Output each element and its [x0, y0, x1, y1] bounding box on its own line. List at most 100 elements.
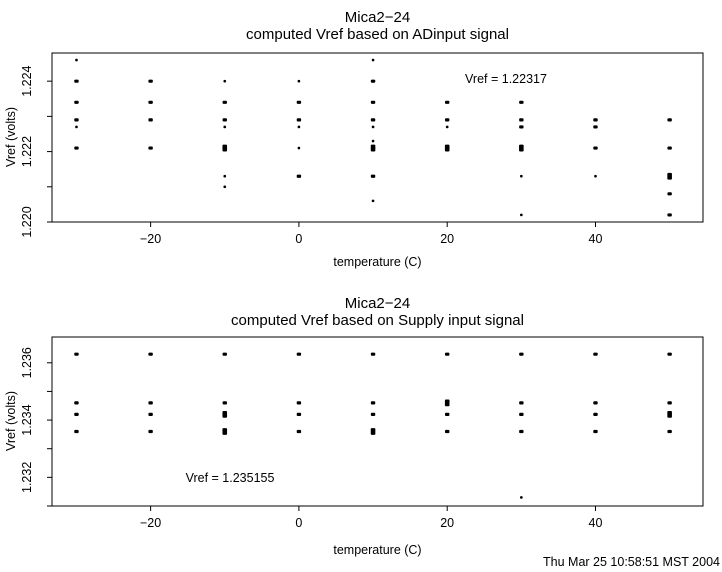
data-point: [74, 100, 79, 104]
data-point: [371, 199, 375, 203]
bottom-plot-title: Mica2−24: [344, 295, 411, 312]
top-plot-ylabel: Vref (volts): [4, 107, 18, 167]
bottom-plot-subtitle: computed Vref based on Supply input sign…: [231, 312, 524, 329]
y-tick-label: 1.222: [20, 136, 34, 167]
data-point: [370, 428, 376, 435]
x-tick-label: 40: [589, 516, 603, 530]
data-point: [222, 401, 227, 405]
data-point: [593, 125, 598, 129]
data-point: [222, 100, 227, 104]
data-point: [148, 412, 153, 416]
top-plot-mean-annotation: Vref = 1.22317: [465, 72, 547, 86]
plot-box: [51, 336, 704, 507]
bottom-plot-xlabel: temperature (C): [333, 543, 422, 557]
data-point: [519, 100, 524, 104]
data-point: [667, 429, 672, 434]
data-point: [444, 352, 450, 356]
data-point: [519, 401, 524, 405]
data-point: [148, 401, 153, 405]
data-point: [593, 118, 598, 122]
data-point: [371, 125, 375, 129]
data-point: [519, 412, 524, 416]
data-point: [593, 429, 598, 434]
data-point: [222, 428, 228, 435]
bottom-plot-ylabel: Vref (volts): [4, 391, 18, 451]
data-point: [148, 100, 153, 104]
data-point: [667, 146, 672, 150]
timestamp-footer: Thu Mar 25 10:58:51 MST 2004: [543, 555, 720, 569]
y-tick-label: 1.232: [20, 462, 34, 493]
data-point: [370, 79, 376, 83]
data-point: [371, 58, 375, 62]
data-point: [223, 174, 227, 178]
x-tick-label: −20: [140, 516, 161, 530]
data-point: [148, 429, 153, 434]
x-tick-label: −20: [140, 232, 161, 246]
data-point: [74, 79, 79, 83]
y-tick-label: 1.220: [20, 206, 34, 237]
data-point: [296, 118, 302, 122]
data-point: [667, 172, 672, 180]
data-point: [297, 125, 301, 129]
data-point: [667, 213, 672, 217]
y-tick-label: 1.236: [20, 347, 34, 378]
top-plot-subtitle: computed Vref based on ADinput signal: [246, 26, 509, 43]
data-point: [74, 118, 79, 122]
top-plot-xlabel: temperature (C): [333, 255, 422, 269]
bottom-plot-mean-annotation: Vref = 1.235155: [185, 471, 275, 485]
y-tick-label: 1.224: [20, 65, 34, 96]
x-tick-label: 20: [440, 232, 454, 246]
data-point: [519, 144, 524, 152]
data-point: [444, 429, 450, 434]
data-point: [223, 185, 227, 189]
data-point: [296, 412, 302, 416]
data-point: [444, 399, 450, 407]
data-point: [222, 144, 228, 152]
data-point: [74, 412, 79, 416]
data-point: [519, 352, 524, 356]
data-point: [519, 429, 524, 434]
data-point: [223, 79, 227, 83]
data-point: [74, 352, 79, 356]
data-point: [75, 125, 78, 129]
data-point: [593, 412, 598, 416]
data-point: [370, 118, 376, 122]
data-point: [593, 352, 598, 356]
data-point: [370, 144, 376, 152]
data-point: [667, 410, 672, 418]
data-point: [594, 174, 597, 178]
x-tick-label: 20: [440, 516, 454, 530]
data-point: [519, 125, 524, 129]
data-point: [520, 496, 523, 499]
x-tick-label: 0: [295, 232, 302, 246]
data-point: [519, 118, 524, 122]
data-point: [74, 429, 79, 434]
top-plot-title: Mica2−24: [344, 9, 411, 26]
data-point: [148, 118, 153, 122]
data-point: [667, 401, 672, 405]
data-point: [222, 410, 228, 418]
data-point: [667, 118, 672, 122]
data-point: [593, 146, 598, 150]
plot-box: [51, 52, 704, 223]
data-point: [74, 401, 79, 405]
data-point: [296, 429, 302, 434]
data-point: [296, 352, 302, 356]
data-point: [296, 100, 302, 104]
data-point: [445, 125, 449, 129]
data-point: [370, 401, 376, 405]
data-point: [223, 125, 227, 129]
data-point: [297, 146, 301, 150]
data-point: [74, 146, 79, 150]
data-point: [222, 352, 227, 356]
data-point: [444, 144, 450, 152]
data-point: [148, 146, 153, 150]
data-point: [371, 139, 375, 143]
data-point: [296, 401, 302, 405]
data-point: [667, 352, 672, 356]
data-point: [297, 79, 301, 83]
data-point: [148, 352, 153, 356]
data-point: [222, 118, 227, 122]
